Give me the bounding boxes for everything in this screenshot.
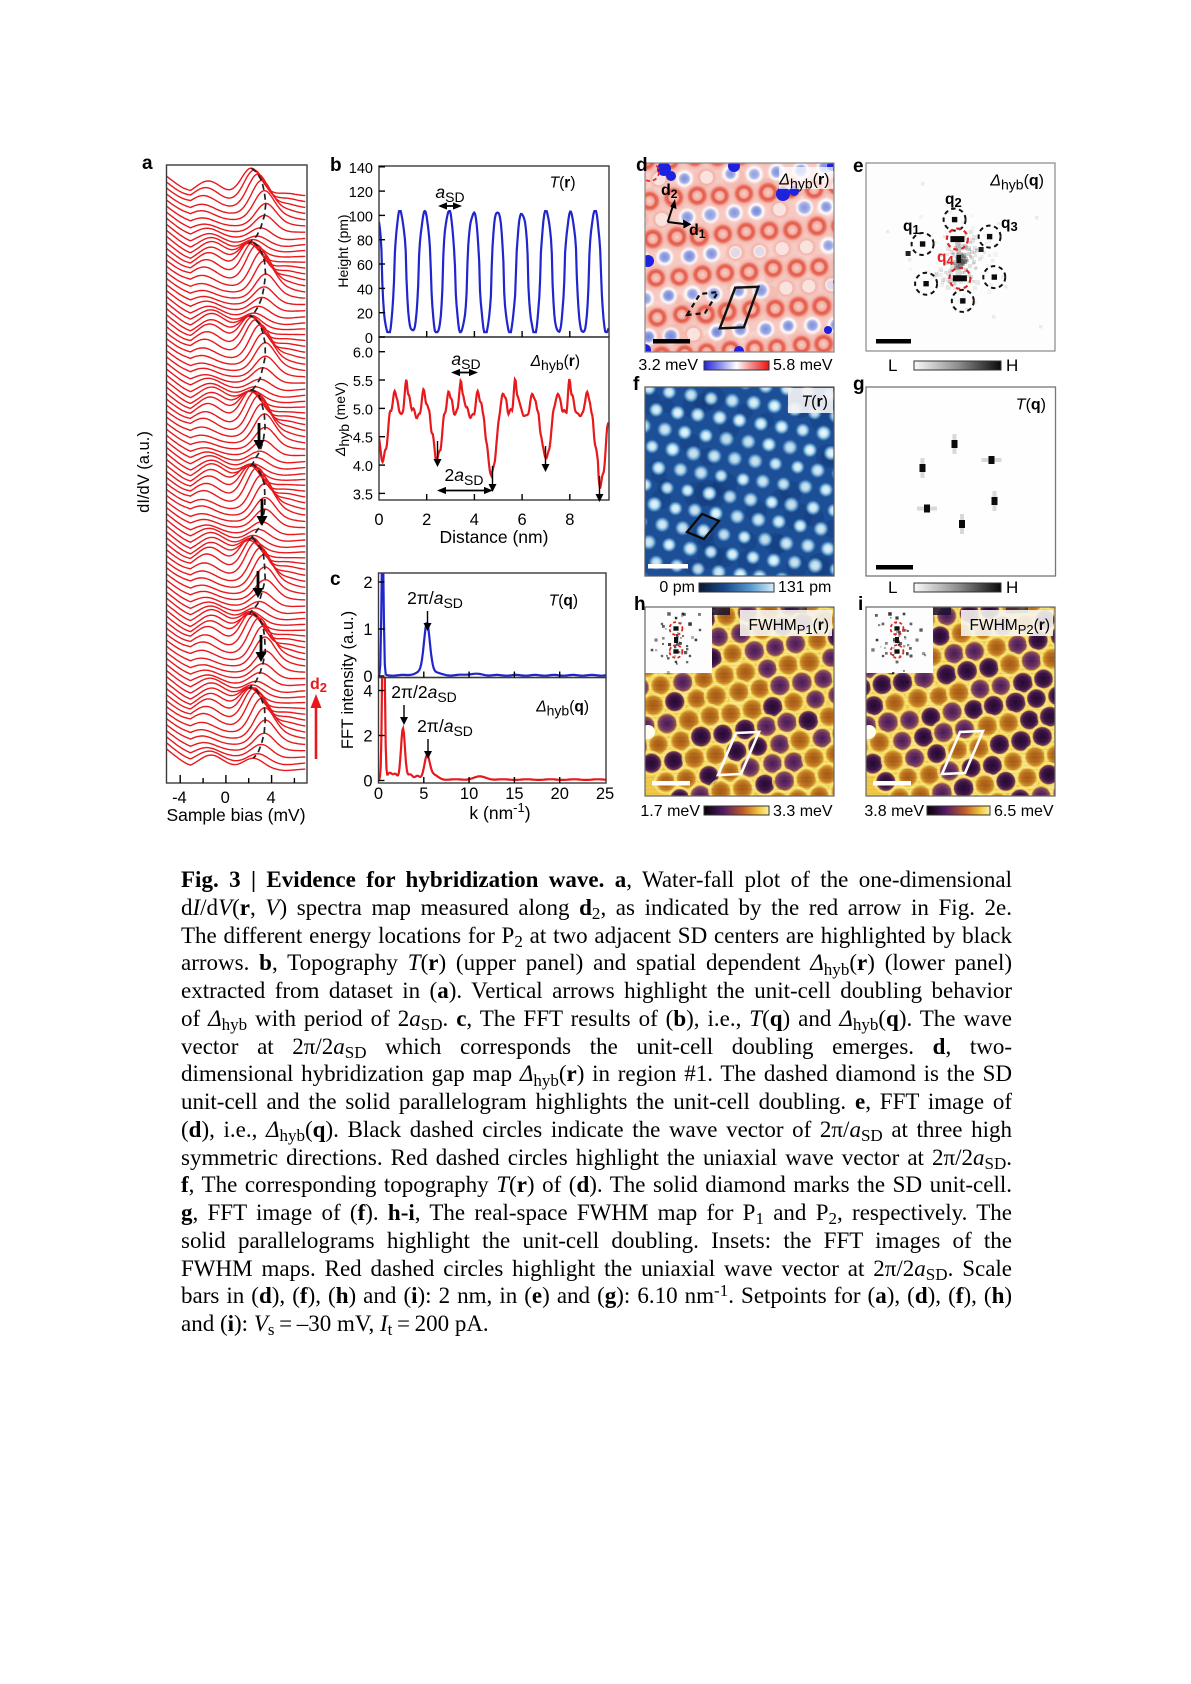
svg-text:d: d [636, 155, 648, 176]
svg-text:5.5: 5.5 [353, 374, 373, 390]
svg-text:2aSD: 2aSD [445, 465, 484, 488]
svg-text:b: b [330, 155, 342, 176]
svg-text:15: 15 [505, 785, 523, 803]
svg-text:0: 0 [363, 773, 372, 791]
svg-text:3.2 meV: 3.2 meV [638, 357, 698, 374]
svg-text:Δhyb(r): Δhyb(r) [530, 353, 580, 373]
svg-text:T(r): T(r) [550, 175, 576, 192]
svg-text:T(q): T(q) [549, 593, 578, 610]
svg-text:6: 6 [518, 511, 527, 529]
svg-text:e: e [853, 156, 864, 177]
svg-text:T(q): T(q) [1016, 397, 1046, 414]
svg-text:2: 2 [422, 511, 431, 529]
svg-text:2π/aSD: 2π/aSD [417, 716, 473, 739]
svg-text:0: 0 [374, 511, 383, 529]
svg-text:q4: q4 [937, 249, 954, 268]
svg-text:4.5: 4.5 [353, 431, 373, 447]
svg-text:-4: -4 [172, 789, 187, 807]
svg-text:q3: q3 [1001, 215, 1018, 234]
svg-text:aSD: aSD [435, 182, 464, 205]
svg-text:Δhyb (meV): Δhyb (meV) [332, 382, 352, 457]
svg-text:h: h [634, 594, 646, 615]
svg-text:L: L [888, 356, 897, 375]
svg-text:H: H [1006, 356, 1018, 375]
svg-text:H: H [1006, 578, 1018, 597]
svg-text:Height (pm): Height (pm) [335, 214, 351, 287]
svg-text:100: 100 [349, 209, 373, 225]
svg-text:0: 0 [365, 331, 373, 347]
svg-text:Δhyb(r): Δhyb(r) [778, 172, 829, 192]
svg-text:i: i [858, 594, 863, 615]
svg-text:FFT intensity (a.u.): FFT intensity (a.u.) [339, 611, 357, 749]
svg-text:Sample bias (mV): Sample bias (mV) [166, 805, 305, 825]
svg-text:Δhyb(q): Δhyb(q) [535, 699, 589, 719]
svg-text:6.5 meV: 6.5 meV [994, 803, 1054, 820]
svg-text:0: 0 [221, 789, 230, 807]
svg-text:60: 60 [357, 258, 373, 274]
svg-text:120: 120 [349, 185, 373, 201]
svg-text:1.7 meV: 1.7 meV [640, 803, 700, 820]
svg-text:3.8 meV: 3.8 meV [864, 803, 924, 820]
svg-text:0: 0 [363, 668, 372, 686]
svg-text:g: g [853, 374, 865, 395]
svg-text:3.5: 3.5 [353, 487, 373, 503]
svg-text:2π/2aSD: 2π/2aSD [391, 682, 457, 705]
svg-text:4.0: 4.0 [353, 459, 373, 475]
svg-text:FWHMP2(r): FWHMP2(r) [970, 617, 1051, 637]
svg-text:Δhyb(q): Δhyb(q) [989, 173, 1044, 193]
svg-text:c: c [330, 569, 341, 590]
svg-text:0: 0 [374, 785, 383, 803]
svg-text:6.0: 6.0 [353, 346, 373, 362]
svg-text:5: 5 [419, 785, 428, 803]
svg-text:L: L [888, 578, 897, 597]
svg-text:20: 20 [357, 307, 373, 323]
svg-text:140: 140 [349, 161, 373, 177]
svg-text:q2: q2 [945, 191, 962, 210]
svg-text:d2: d2 [661, 182, 678, 201]
svg-text:25: 25 [596, 785, 614, 803]
svg-text:d1: d1 [689, 222, 706, 241]
svg-text:2: 2 [363, 574, 372, 592]
svg-text:f: f [633, 374, 640, 395]
svg-text:q1: q1 [903, 218, 920, 237]
svg-text:T(r): T(r) [801, 394, 828, 411]
svg-text:131 pm: 131 pm [778, 579, 831, 596]
svg-text:5.8 meV: 5.8 meV [773, 357, 833, 374]
svg-text:80: 80 [357, 234, 373, 250]
svg-text:4: 4 [267, 789, 276, 807]
svg-text:3.3 meV: 3.3 meV [773, 803, 833, 820]
svg-text:a: a [142, 153, 153, 174]
svg-text:Distance (nm): Distance (nm) [440, 527, 549, 547]
svg-text:2: 2 [363, 728, 372, 746]
svg-text:k (nm-1): k (nm-1) [469, 800, 530, 823]
svg-text:FWHMP1(r): FWHMP1(r) [749, 617, 830, 637]
svg-text:40: 40 [357, 282, 373, 298]
svg-text:0 pm: 0 pm [659, 579, 695, 596]
svg-text:5.0: 5.0 [353, 402, 373, 418]
svg-text:20: 20 [551, 785, 569, 803]
svg-text:8: 8 [565, 511, 574, 529]
svg-text:10: 10 [460, 785, 478, 803]
svg-text:aSD: aSD [451, 349, 480, 372]
svg-text:1: 1 [363, 621, 372, 639]
svg-text:4: 4 [363, 683, 372, 701]
svg-text:d2: d2 [310, 676, 327, 695]
svg-text:dI/dV (a.u.): dI/dV (a.u.) [135, 431, 153, 513]
svg-text:2π/aSD: 2π/aSD [407, 588, 463, 611]
svg-text:4: 4 [470, 511, 479, 529]
